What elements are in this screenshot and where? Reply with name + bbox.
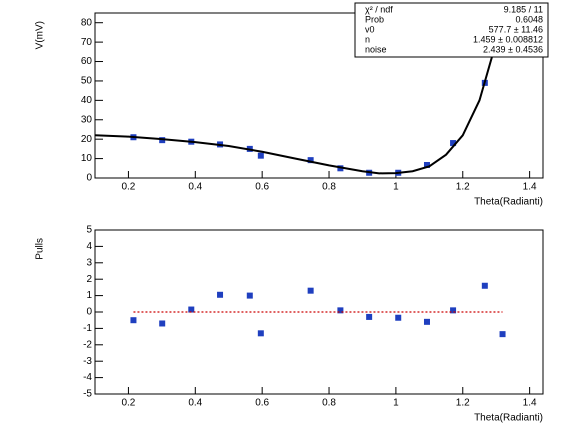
y-tick-label: -2 xyxy=(83,339,92,350)
x-tick-label: 1 xyxy=(393,182,399,193)
y-tick-label: 3 xyxy=(86,257,92,268)
data-point xyxy=(159,320,166,327)
x-tick-label: 0.6 xyxy=(255,398,269,409)
y-axis-title: Pulls xyxy=(35,238,46,260)
y-tick-label: -1 xyxy=(83,323,92,334)
x-tick-label: 1.2 xyxy=(456,182,470,193)
x-tick-label: 0.6 xyxy=(255,182,269,193)
data-point xyxy=(307,287,314,294)
y-tick-label: 5 xyxy=(86,225,92,236)
data-point xyxy=(450,307,457,314)
y-tick-label: 40 xyxy=(81,95,93,106)
stats-value: 1.459 ± 0.008812 xyxy=(473,34,543,44)
y-tick-label: 10 xyxy=(81,153,93,164)
y-tick-label: -4 xyxy=(83,372,92,383)
stats-label: χ² / ndf xyxy=(365,4,393,14)
y-tick-label: 0 xyxy=(86,307,92,318)
stats-label: v0 xyxy=(365,24,375,34)
x-axis-title: Theta(Radianti) xyxy=(474,413,543,424)
stats-value: 577.7 ± 11.46 xyxy=(489,24,543,34)
x-tick-label: 0.2 xyxy=(121,182,135,193)
stats-label: noise xyxy=(365,44,387,54)
data-point xyxy=(257,330,264,337)
y-axis-title: V(mV) xyxy=(35,21,46,49)
data-point xyxy=(257,152,264,159)
y-tick-label: 70 xyxy=(81,37,93,48)
x-tick-label: 0.2 xyxy=(121,398,135,409)
data-point xyxy=(481,282,488,289)
y-tick-label: 4 xyxy=(86,241,92,252)
y-tick-label: -5 xyxy=(83,389,92,400)
x-tick-label: 1.2 xyxy=(456,398,470,409)
stats-label: n xyxy=(365,34,370,44)
x-tick-label: 1.4 xyxy=(523,182,537,193)
x-tick-label: 0.8 xyxy=(322,398,336,409)
stats-label: Prob xyxy=(365,14,384,24)
data-point xyxy=(130,317,137,324)
data-point xyxy=(188,306,195,313)
y-tick-label: 2 xyxy=(86,274,92,285)
data-point xyxy=(246,292,253,299)
x-axis-title: Theta(Radianti) xyxy=(474,197,543,208)
data-point xyxy=(366,313,373,320)
stats-value: 0.6048 xyxy=(515,14,543,24)
y-tick-label: 80 xyxy=(81,17,93,28)
y-tick-label: -3 xyxy=(83,356,92,367)
y-tick-label: 1 xyxy=(86,290,92,301)
data-point xyxy=(217,291,224,298)
x-tick-label: 1 xyxy=(393,398,399,409)
x-tick-label: 0.4 xyxy=(188,398,202,409)
x-tick-label: 1.4 xyxy=(523,398,537,409)
plot-frame xyxy=(94,12,544,179)
data-point xyxy=(307,157,314,164)
y-tick-label: 30 xyxy=(81,114,93,125)
fit-curve xyxy=(95,13,504,175)
stats-value: 9.185 / 11 xyxy=(504,4,543,14)
stats-box xyxy=(354,2,549,58)
data-point xyxy=(395,314,402,321)
data-point xyxy=(337,307,344,314)
data-point xyxy=(423,161,430,168)
y-tick-label: 0 xyxy=(86,173,92,184)
data-point xyxy=(450,140,457,147)
x-tick-label: 0.4 xyxy=(188,182,202,193)
stats-value: 2.439 ± 0.4536 xyxy=(483,44,543,54)
y-tick-label: 60 xyxy=(81,56,93,67)
x-tick-label: 0.8 xyxy=(322,182,336,193)
y-tick-label: 20 xyxy=(81,134,93,145)
y-tick-label: 50 xyxy=(81,76,93,87)
data-point xyxy=(499,331,506,338)
data-point xyxy=(423,318,430,325)
